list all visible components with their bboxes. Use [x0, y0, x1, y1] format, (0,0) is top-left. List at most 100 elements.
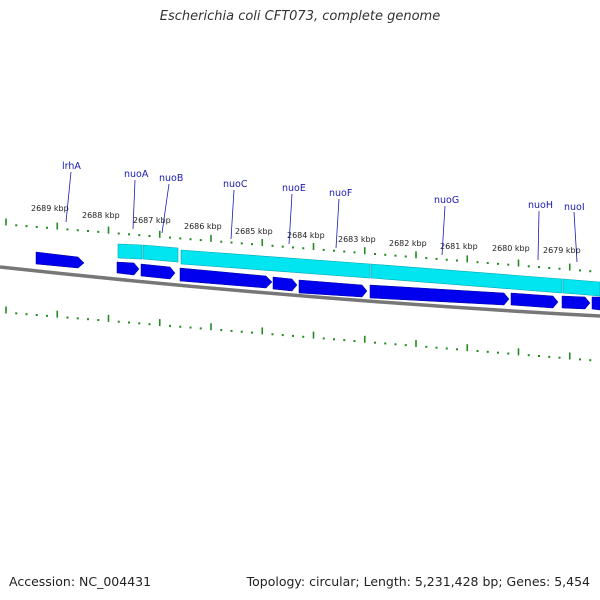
major-tick: [568, 352, 571, 360]
leader-line: [288, 193, 293, 245]
major-tick: [56, 222, 59, 230]
minor-tick: [538, 355, 540, 358]
minor-tick: [374, 253, 376, 255]
leader-line: [161, 183, 170, 234]
minor-tick: [199, 327, 202, 330]
major-tick: [210, 323, 212, 331]
gene-label-nuoG[interactable]: nuoG: [434, 195, 459, 206]
gene-feature[interactable]: [117, 243, 143, 260]
outer-tick-ring: [5, 218, 592, 273]
minor-tick: [476, 261, 479, 264]
cds-arrow[interactable]: [140, 263, 176, 280]
minor-tick: [353, 339, 356, 342]
minor-tick: [179, 237, 182, 240]
minor-tick: [394, 254, 397, 257]
major-tick: [415, 251, 417, 259]
gene-feature[interactable]: [142, 244, 179, 263]
gene-label-nuoB[interactable]: nuoB: [159, 173, 183, 184]
gene-feature[interactable]: [370, 263, 563, 294]
minor-tick: [445, 347, 448, 350]
major-tick: [415, 339, 417, 347]
minor-tick: [138, 234, 141, 237]
minor-tick: [128, 233, 130, 236]
minor-tick: [456, 348, 458, 351]
minor-tick: [302, 335, 305, 338]
minor-tick: [169, 236, 171, 239]
minor-tick: [548, 266, 551, 269]
cds-arrow[interactable]: [591, 296, 600, 311]
minor-tick: [25, 225, 28, 228]
major-tick: [5, 306, 7, 314]
minor-tick: [589, 270, 592, 273]
gene-label-nuoC[interactable]: nuoC: [223, 179, 248, 190]
genome-backbone: [0, 265, 600, 318]
minor-tick: [87, 318, 89, 321]
cds-arrow[interactable]: [369, 284, 510, 306]
cds-arrow[interactable]: [510, 292, 559, 309]
gene-label-lrhA[interactable]: lrhA: [62, 161, 81, 172]
minor-tick: [425, 345, 428, 348]
minor-tick: [486, 262, 489, 265]
cds-arrow[interactable]: [561, 295, 591, 310]
major-tick: [466, 255, 469, 263]
minor-tick: [281, 334, 284, 337]
minor-tick: [425, 257, 428, 260]
gene-labels: lrhA nuoA nuoB nuoC nuoE nuoF nuoG nuoH …: [62, 161, 585, 213]
genome-summary: Topology: circular; Length: 5,231,428 bp…: [246, 574, 590, 589]
minor-tick: [199, 239, 202, 242]
gene-label-nuoH[interactable]: nuoH: [528, 200, 553, 211]
minor-tick: [589, 359, 592, 362]
tick-label: 2685 kbp: [235, 227, 273, 236]
minor-tick: [435, 257, 438, 260]
minor-tick: [15, 224, 18, 227]
tick-label: 2683 kbp: [338, 235, 376, 244]
minor-tick: [384, 253, 387, 256]
minor-tick: [384, 342, 387, 345]
minor-tick: [353, 251, 356, 254]
minor-tick: [240, 330, 243, 333]
minor-tick: [343, 339, 346, 342]
gene-label-nuoA[interactable]: nuoA: [124, 169, 149, 180]
major-tick: [56, 310, 59, 318]
gene-label-nuoE[interactable]: nuoE: [282, 183, 306, 194]
minor-tick: [281, 245, 284, 248]
tick-label: 2680 kbp: [492, 244, 530, 253]
major-tick: [158, 319, 161, 327]
minor-tick: [333, 249, 335, 252]
gene-label-nuoF[interactable]: nuoF: [329, 188, 352, 199]
minor-tick: [343, 250, 346, 253]
major-tick: [261, 327, 264, 335]
gene-feature[interactable]: [180, 249, 371, 279]
major-tick: [107, 226, 110, 234]
minor-tick: [189, 326, 192, 329]
tick-label: 2686 kbp: [184, 222, 222, 231]
cds-arrow[interactable]: [298, 279, 368, 298]
minor-tick: [271, 244, 274, 247]
cds-arrow[interactable]: [35, 251, 85, 269]
cds-arrow[interactable]: [272, 276, 298, 292]
tick-label: 2684 kbp: [287, 231, 325, 240]
minor-tick: [189, 238, 192, 241]
minor-tick: [558, 267, 561, 270]
cds-arrow[interactable]: [116, 261, 140, 276]
minor-tick: [548, 355, 551, 358]
tick-labels: 2689 kbp 2688 kbp 2687 kbp 2686 kbp 2685…: [31, 204, 581, 255]
minor-tick: [128, 321, 130, 324]
minor-tick: [251, 243, 253, 246]
cds-arrow[interactable]: [179, 267, 273, 289]
leader-line: [441, 205, 446, 256]
minor-tick: [394, 343, 397, 346]
minor-tick: [271, 333, 274, 336]
gene-label-nuoI[interactable]: nuoI: [564, 202, 585, 213]
major-tick: [312, 331, 315, 339]
minor-tick: [507, 352, 510, 355]
major-tick: [517, 348, 520, 356]
gene-feature[interactable]: [562, 278, 600, 297]
minor-tick: [117, 320, 120, 323]
minor-tick: [148, 234, 151, 237]
leader-line: [132, 179, 136, 230]
minor-tick: [179, 325, 182, 328]
major-tick: [107, 314, 110, 322]
leader-line: [537, 210, 540, 261]
minor-tick: [333, 338, 335, 341]
